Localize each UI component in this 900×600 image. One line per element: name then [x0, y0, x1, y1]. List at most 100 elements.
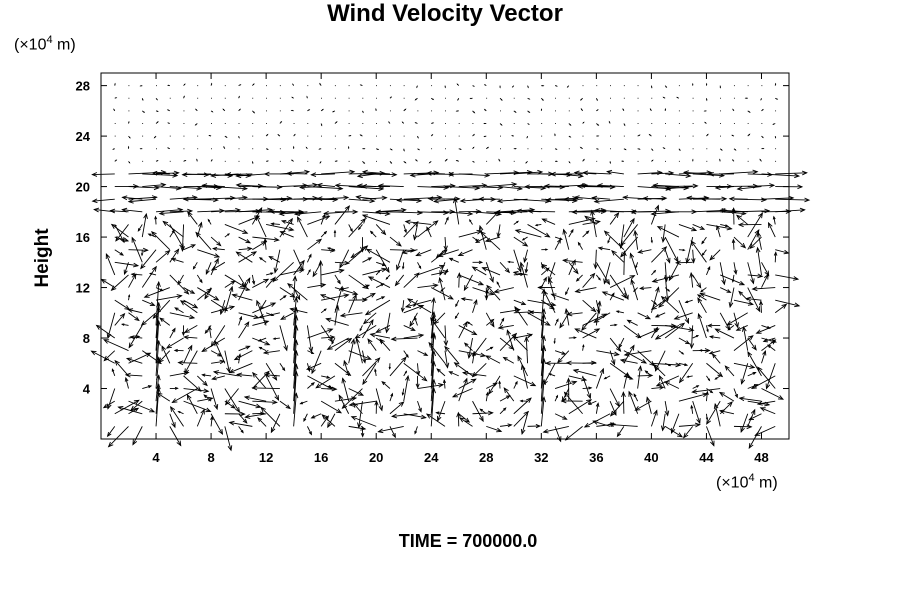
wind-vector-head — [321, 414, 328, 420]
wind-vector-head — [363, 162, 366, 165]
wind-vector — [643, 197, 666, 200]
wind-vector-head — [235, 251, 242, 257]
wind-vector — [637, 186, 671, 190]
wind-vector-head — [752, 371, 757, 375]
wind-vector-head — [666, 257, 671, 264]
wind-vector-head — [360, 433, 365, 438]
wind-vector — [568, 262, 579, 274]
x-tick-label: 48 — [754, 450, 768, 465]
wind-vector-head — [129, 136, 131, 139]
wind-vector — [733, 362, 755, 368]
wind-vector-head — [367, 276, 374, 282]
wind-vector-head — [497, 324, 504, 330]
wind-vector — [761, 274, 769, 288]
x-tick-label: 4 — [152, 450, 160, 465]
wind-vector — [170, 406, 184, 427]
wind-vector — [748, 426, 762, 449]
wind-vector-head — [726, 225, 733, 231]
wind-vector-head — [459, 198, 466, 204]
wind-vector — [664, 425, 683, 438]
wind-vector-head — [124, 305, 131, 311]
wind-vector-head — [252, 371, 258, 378]
wind-vector — [114, 299, 130, 310]
wind-vector — [574, 196, 597, 200]
wind-vector-head — [124, 376, 129, 382]
wind-vector — [513, 271, 528, 276]
wind-vector-head — [597, 109, 599, 111]
wind-vector-head — [164, 249, 171, 256]
wind-vector-head — [498, 158, 500, 161]
wind-vector-head — [762, 147, 765, 150]
wind-vector — [334, 287, 358, 295]
wind-vector-head — [310, 381, 315, 386]
wind-vector-head — [801, 170, 808, 176]
wind-vector-head — [228, 285, 234, 292]
wind-vector — [697, 297, 707, 314]
wind-vector-head — [239, 84, 242, 86]
wind-vector-head — [177, 280, 182, 286]
wind-vector — [698, 313, 707, 339]
wind-vector-head — [263, 278, 270, 284]
wind-vector — [376, 296, 385, 301]
wind-vector — [598, 247, 611, 251]
wind-vector — [428, 198, 446, 200]
wind-vector-head — [443, 245, 448, 252]
wind-vector-head — [210, 265, 217, 271]
wind-vector — [664, 262, 668, 282]
wind-vector-head — [623, 124, 626, 127]
wind-vector — [125, 374, 143, 377]
wind-vector-head — [290, 159, 293, 162]
wind-vector-head — [463, 342, 469, 347]
wind-vector — [747, 384, 758, 389]
wind-vector — [582, 299, 596, 312]
wind-vector — [719, 410, 735, 415]
wind-vector-head — [413, 272, 420, 278]
wind-vector-head — [618, 242, 624, 250]
wind-vector — [733, 236, 746, 249]
wind-vector — [366, 248, 391, 263]
wind-vector-head — [283, 345, 288, 352]
wind-vector-head — [337, 279, 341, 285]
wind-vector — [736, 325, 748, 331]
wind-vector-head — [140, 253, 144, 257]
wind-vector-head — [384, 211, 391, 216]
wind-vector — [334, 338, 352, 352]
wind-vector-head — [439, 270, 444, 277]
wind-vector-head — [708, 171, 714, 177]
wind-vector — [403, 375, 409, 402]
wind-vector — [775, 209, 805, 213]
wind-vector-head — [235, 182, 242, 188]
wind-vector-head — [195, 231, 201, 238]
wind-vector — [348, 350, 371, 360]
wind-vector-head — [192, 266, 196, 270]
wind-vector-head — [502, 407, 507, 411]
wind-vector — [389, 357, 407, 377]
wind-vector-head — [420, 414, 427, 420]
wind-vector-head — [183, 328, 190, 334]
wind-vector-head — [668, 275, 674, 282]
wind-vector-head — [777, 395, 785, 400]
wind-vector-head — [555, 394, 559, 398]
wind-vector — [584, 215, 597, 225]
wind-vector — [454, 198, 460, 225]
wind-vector-head — [562, 415, 568, 420]
wind-vector-head — [483, 108, 486, 111]
wind-vector — [692, 274, 702, 288]
wind-vector-head — [570, 228, 574, 233]
wind-vector-head — [298, 265, 304, 272]
wind-vector — [752, 287, 776, 290]
wind-vector-head — [264, 340, 271, 346]
wind-vector-head — [473, 111, 476, 114]
wind-vector-head — [153, 185, 160, 191]
wind-vector-head — [103, 355, 110, 362]
wind-vector — [623, 218, 635, 238]
wind-vector-head — [245, 277, 251, 284]
wind-vector — [609, 400, 617, 416]
wind-vector-head — [310, 414, 316, 419]
wind-vector-head — [756, 401, 763, 406]
wind-vector-head — [728, 301, 734, 309]
wind-vector-head — [478, 196, 485, 202]
x-unit-label: (×104 m) — [716, 472, 778, 492]
wind-vector-head — [614, 212, 620, 218]
wind-vector — [668, 262, 680, 281]
